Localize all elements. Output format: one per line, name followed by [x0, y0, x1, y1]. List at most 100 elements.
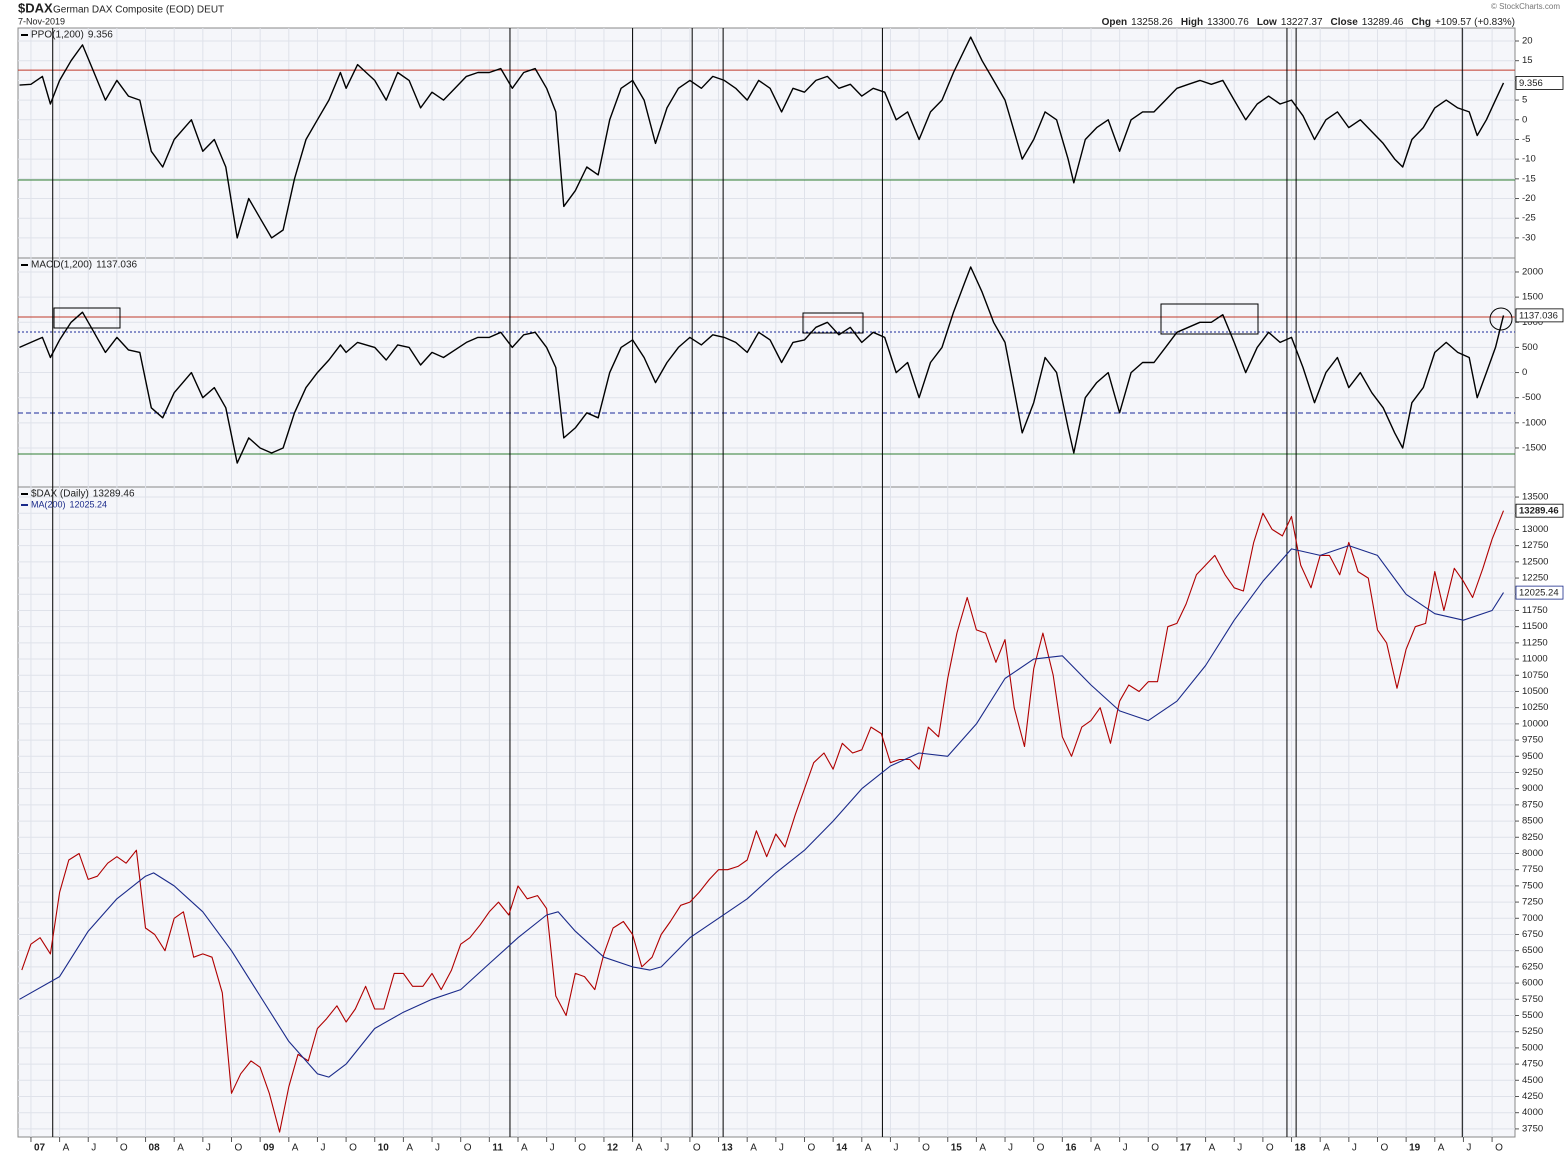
- y-tick-label: 5750: [1522, 994, 1543, 1005]
- y-tick-label: 5: [1522, 95, 1527, 106]
- x-tick-label: 12: [607, 1143, 619, 1154]
- value-box-label: 12025.24: [1519, 588, 1559, 599]
- x-tick-label: J: [1466, 1143, 1471, 1154]
- x-tick-label: O: [464, 1143, 472, 1154]
- value-box: [1515, 308, 1564, 323]
- legend-value: 12025.24: [70, 499, 108, 509]
- x-tick-label: 07: [34, 1143, 46, 1154]
- x-tick-label: 15: [951, 1143, 963, 1154]
- y-tick-label: -5: [1522, 134, 1530, 145]
- annotation-box: [802, 312, 864, 334]
- x-tick-label: J: [1008, 1143, 1013, 1154]
- quote-label: Close: [1331, 17, 1359, 28]
- x-tick-label: A: [521, 1143, 528, 1154]
- x-tick-label: J: [550, 1143, 555, 1154]
- x-tick-label: J: [893, 1143, 898, 1154]
- legend-value: 1137.036: [96, 260, 137, 271]
- quote-value: 13300.76: [1207, 17, 1249, 28]
- y-tick-label: 3750: [1522, 1123, 1543, 1134]
- y-tick-label: 12750: [1522, 540, 1548, 551]
- y-tick-label: 5500: [1522, 1010, 1543, 1021]
- y-tick-label: 10000: [1522, 718, 1548, 729]
- x-tick-label: O: [234, 1143, 242, 1154]
- x-tick-label: J: [1237, 1143, 1242, 1154]
- quote-label: Chg: [1411, 17, 1430, 28]
- y-tick-label: 11750: [1522, 605, 1548, 616]
- y-tick-label: 5250: [1522, 1026, 1543, 1037]
- data: [18, 28, 1515, 1137]
- y-tick-label: 10250: [1522, 702, 1548, 713]
- copyright: © StockCharts.com: [1491, 2, 1560, 11]
- x-tick-label: J: [1123, 1143, 1128, 1154]
- y-tick-label: 10500: [1522, 686, 1548, 697]
- y-tick-label: 1500: [1522, 292, 1543, 303]
- x-tick-label: 13: [722, 1143, 734, 1154]
- y-tick-label: 6000: [1522, 978, 1543, 989]
- quote-label: Open: [1102, 17, 1128, 28]
- x-tick-label: A: [1323, 1143, 1330, 1154]
- x-tick-label: A: [63, 1143, 70, 1154]
- annotation-circle: [1489, 307, 1513, 331]
- date: 7-Nov-2019: [18, 16, 65, 26]
- x-tick-label: O: [578, 1143, 586, 1154]
- y-tick-label: 7750: [1522, 864, 1543, 875]
- price-panel: [17, 486, 1516, 1138]
- x-tick-label: A: [750, 1143, 757, 1154]
- y-tick-label: 11500: [1522, 621, 1548, 632]
- y-tick-label: 13000: [1522, 524, 1548, 535]
- x-tick-label: J: [779, 1143, 784, 1154]
- y-tick-label: -15: [1522, 173, 1536, 184]
- series-line: [19, 266, 1505, 464]
- y-tick-label: -20: [1522, 193, 1536, 204]
- y-tick-label: 5000: [1522, 1042, 1543, 1053]
- value-box-label: 9.356: [1519, 78, 1543, 89]
- x-tick-label: O: [922, 1143, 930, 1154]
- x-tick-label: 09: [263, 1143, 275, 1154]
- value-box: [1515, 585, 1564, 600]
- series-line: [19, 36, 1505, 239]
- quote-label: High: [1181, 17, 1203, 28]
- x-tick-label: 19: [1409, 1143, 1421, 1154]
- x-tick-label: O: [693, 1143, 701, 1154]
- legend-name: MACD(1,200): [31, 260, 92, 271]
- y-tick-label: 0: [1522, 114, 1527, 125]
- x-tick-label: A: [979, 1143, 986, 1154]
- series-line: [19, 545, 1504, 1078]
- y-tick-label: 7250: [1522, 897, 1543, 908]
- x-tick-label: J: [206, 1143, 211, 1154]
- value-box: [1515, 503, 1564, 518]
- symbol: $DAX: [18, 0, 53, 15]
- x-tick-label: O: [1037, 1143, 1045, 1154]
- x-tick-label: A: [292, 1143, 299, 1154]
- annotation-box: [1160, 303, 1259, 335]
- x-tick-label: A: [1438, 1143, 1445, 1154]
- x-tick-label: O: [1495, 1143, 1503, 1154]
- x-tick-label: A: [865, 1143, 872, 1154]
- y-tick-label: 9250: [1522, 767, 1543, 778]
- y-tick-label: 13500: [1522, 492, 1548, 503]
- x-tick-label: J: [664, 1143, 669, 1154]
- x-tick-label: O: [1151, 1143, 1159, 1154]
- y-tick-label: 20: [1522, 36, 1533, 47]
- x-tick-label: J: [320, 1143, 325, 1154]
- ppo-panel: [17, 27, 1516, 259]
- x-tick-label: J: [435, 1143, 440, 1154]
- y-tick-label: 4500: [1522, 1075, 1543, 1086]
- y-tick-label: 12250: [1522, 573, 1548, 584]
- grid: [18, 28, 1519, 1142]
- y-tick-label: 4750: [1522, 1059, 1543, 1070]
- y-tick-label: 2000: [1522, 266, 1543, 277]
- x-tick-label: 08: [149, 1143, 161, 1154]
- series-line: [21, 510, 1505, 1133]
- y-tick-label: 9000: [1522, 783, 1543, 794]
- quote: Open 13258.26 High 13300.76 Low 13227.37 Close…: [1102, 17, 1515, 28]
- panels: [17, 27, 1516, 1138]
- legend-name: MA(200): [31, 499, 66, 509]
- y-tick-label: -25: [1522, 213, 1536, 224]
- labels: $DAX German DAX Composite (EOD) DEUT 7-N…: [18, 0, 1564, 1154]
- x-tick-label: 18: [1295, 1143, 1307, 1154]
- x-tick-label: 11: [492, 1143, 503, 1154]
- x-tick-label: 14: [836, 1143, 848, 1154]
- value-box-label: 13289.46: [1519, 506, 1559, 517]
